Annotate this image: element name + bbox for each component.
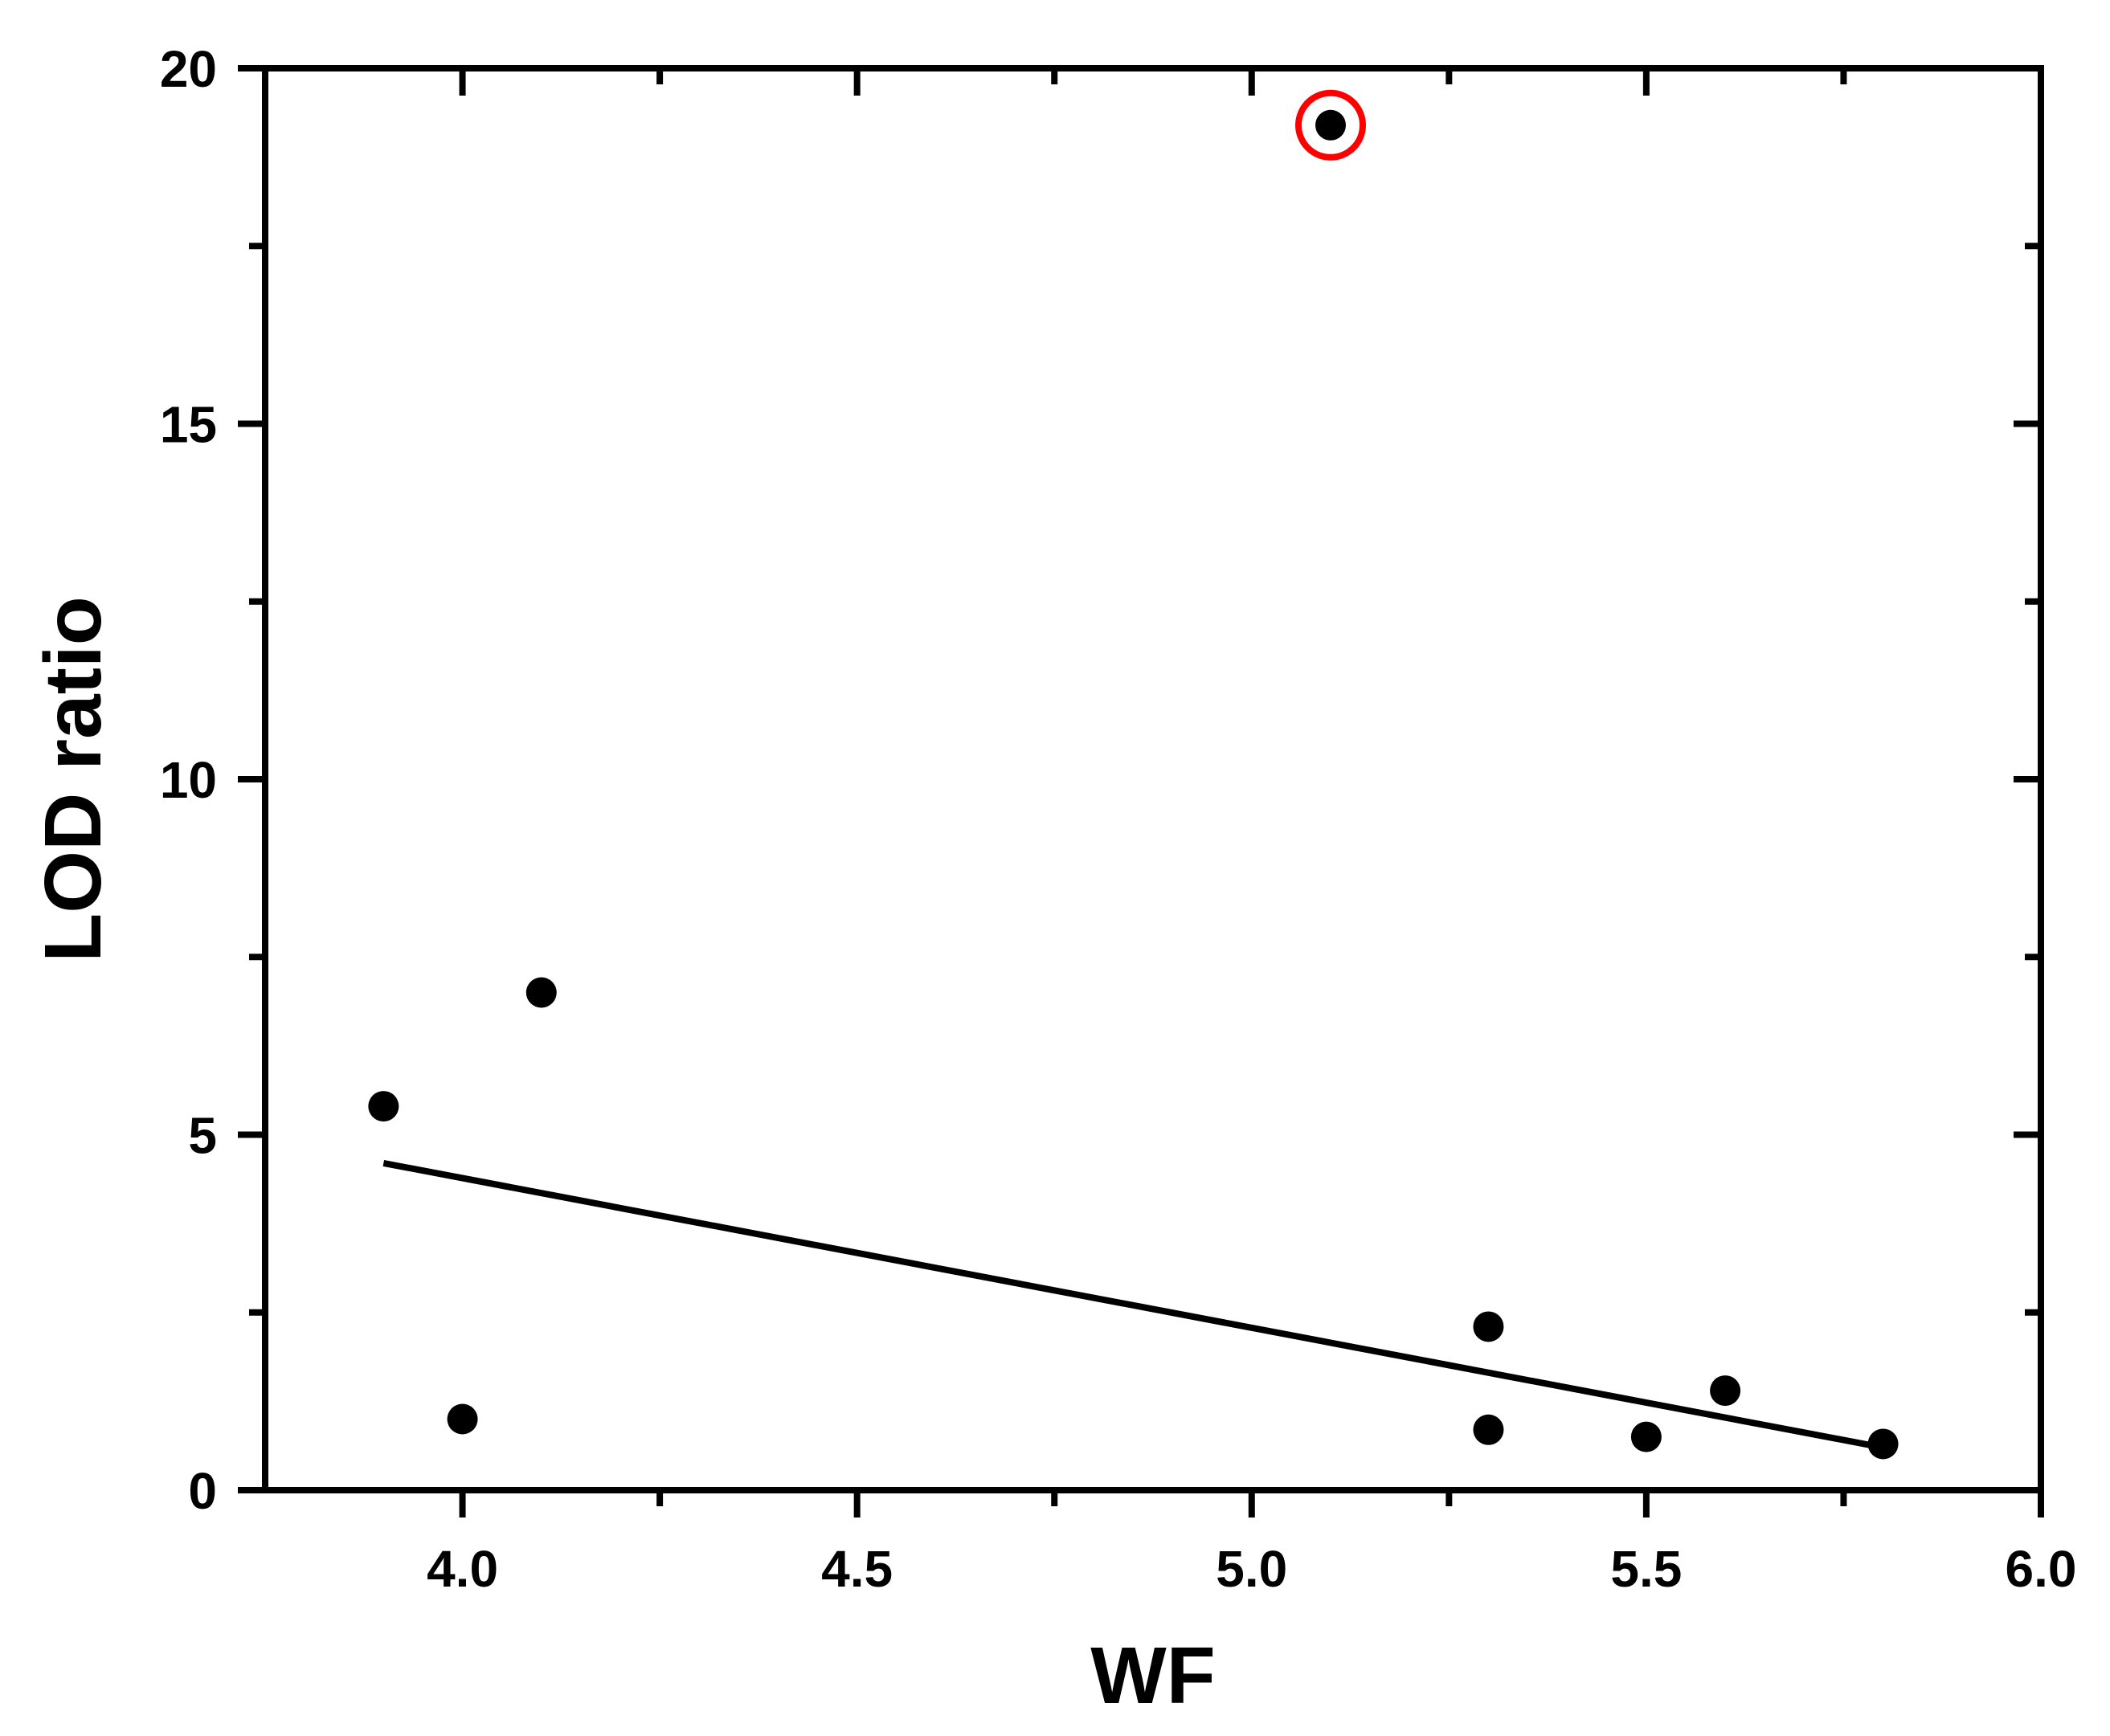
- x-tick-label: 5.5: [1610, 1540, 1682, 1598]
- data-point: [1315, 109, 1346, 141]
- highlight-ring: [1295, 89, 1366, 161]
- data-point: [447, 1403, 478, 1435]
- data-point: [368, 1091, 399, 1122]
- y-tick-label: 15: [160, 396, 217, 454]
- x-tick-label: 4.5: [821, 1540, 893, 1598]
- tick-labels: 4.0 4.5 5.0 5.5 6.0 0 5 10 15 20: [160, 40, 2077, 1598]
- y-tick-label: 5: [188, 1107, 217, 1165]
- axis-ticks: [238, 65, 2044, 1517]
- plot-frame: [262, 65, 2044, 1493]
- data-point: [1867, 1428, 1899, 1460]
- y-tick-label: 10: [160, 751, 217, 809]
- data-point: [1710, 1375, 1741, 1407]
- y-tick-label: 20: [160, 40, 217, 98]
- x-tick-label: 5.0: [1216, 1540, 1287, 1598]
- data-points: [368, 89, 1899, 1460]
- fit-line: [382, 1159, 1884, 1451]
- data-point: [525, 977, 557, 1008]
- y-tick-label: 0: [188, 1462, 217, 1520]
- data-point: [1473, 1414, 1504, 1445]
- x-tick-label: 6.0: [2006, 1540, 2077, 1598]
- data-point: [1473, 1311, 1504, 1342]
- y-axis-title: LOD ratio: [28, 596, 118, 962]
- x-axis-title: WF: [1090, 1631, 1215, 1721]
- data-point: [1630, 1421, 1662, 1452]
- x-tick-label: 4.0: [427, 1540, 498, 1598]
